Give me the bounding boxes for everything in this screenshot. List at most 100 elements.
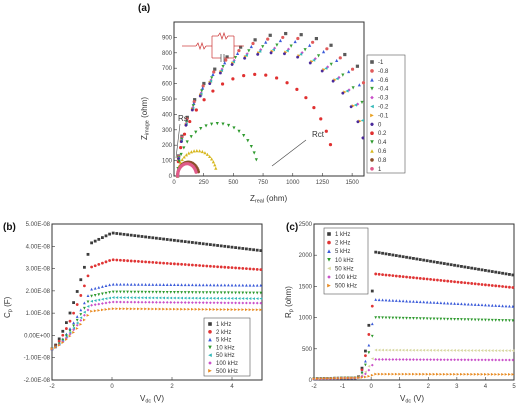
data-point [408, 256, 412, 260]
data-point [487, 283, 491, 287]
data-point [122, 259, 126, 262]
data-point [201, 242, 205, 246]
data-point [101, 308, 104, 312]
data-point [361, 136, 365, 140]
data-point [497, 349, 501, 353]
data-point [198, 241, 201, 245]
data-point [183, 307, 187, 311]
y-tick-label: 100 [162, 159, 173, 165]
data-point [418, 276, 422, 280]
data-point [259, 301, 263, 305]
data-point [360, 100, 364, 105]
rs-arrow [175, 123, 181, 159]
data-point [219, 265, 223, 269]
data-point [68, 329, 72, 333]
data-point [83, 301, 86, 305]
data-point [97, 302, 101, 306]
data-point [248, 267, 252, 271]
data-point [470, 266, 474, 270]
data-point [388, 348, 391, 352]
data-point [425, 300, 429, 304]
data-point [343, 376, 347, 380]
data-point [165, 307, 169, 311]
data-point [391, 298, 395, 302]
data-point [185, 140, 189, 144]
data-point [212, 296, 216, 300]
data-point [259, 308, 263, 312]
data-point [237, 291, 241, 295]
data-point [340, 376, 343, 380]
panel-a-legend [366, 54, 406, 174]
data-point [133, 234, 137, 238]
rct-arrow [271, 139, 307, 167]
data-point [83, 306, 86, 310]
data-point [360, 371, 364, 375]
data-point [203, 151, 207, 155]
data-point [201, 86, 205, 90]
data-point [151, 300, 155, 304]
data-point [72, 301, 75, 305]
data-point [329, 43, 333, 47]
data-point [126, 307, 129, 311]
data-point [122, 282, 126, 286]
data-point [205, 296, 209, 300]
data-point [126, 300, 129, 304]
data-point [408, 348, 412, 352]
data-point [151, 290, 155, 294]
data-point [252, 283, 255, 287]
data-point [115, 296, 119, 299]
data-point [370, 363, 374, 367]
data-point [333, 376, 336, 380]
data-point [140, 235, 144, 238]
data-point [86, 308, 90, 312]
data-point [65, 321, 68, 325]
data-point [201, 291, 205, 295]
panel-b-frame [51, 223, 263, 381]
data-point [422, 300, 426, 304]
data-point [111, 282, 115, 286]
data-point [335, 77, 339, 81]
data-point [316, 377, 319, 381]
data-point [429, 317, 432, 321]
data-point [412, 257, 415, 260]
x-tick-label: 0 [110, 384, 114, 390]
data-point [234, 308, 237, 312]
data-point [68, 311, 72, 315]
data-point [377, 348, 381, 352]
data-point [79, 278, 83, 282]
data-point [484, 269, 487, 272]
x-tick-label: 2 [427, 384, 431, 390]
data-point [111, 258, 115, 262]
data-point [319, 377, 323, 381]
data-point [245, 267, 248, 271]
data-point [140, 296, 144, 300]
data-point [320, 69, 324, 73]
data-point [189, 150, 193, 154]
data-point [147, 235, 151, 239]
data-point [275, 76, 279, 80]
data-point [79, 308, 83, 312]
data-point [456, 358, 460, 362]
data-point [241, 291, 245, 295]
legend-marker [327, 258, 331, 262]
data-point [122, 290, 126, 294]
data-point [191, 263, 194, 267]
data-point [374, 358, 378, 361]
data-point [158, 290, 162, 294]
data-point [194, 307, 198, 311]
data-point [176, 301, 180, 304]
data-point [370, 334, 374, 338]
data-point [374, 298, 378, 301]
data-point [151, 236, 155, 240]
data-point [249, 44, 253, 49]
data-point [381, 273, 384, 277]
data-point [377, 272, 381, 276]
data-point [227, 301, 230, 305]
data-point [418, 258, 422, 261]
legend-marker [370, 113, 374, 118]
data-point [191, 291, 194, 294]
data-point [194, 241, 198, 245]
data-point [405, 348, 408, 352]
data-point [477, 349, 480, 352]
data-point [216, 244, 219, 247]
